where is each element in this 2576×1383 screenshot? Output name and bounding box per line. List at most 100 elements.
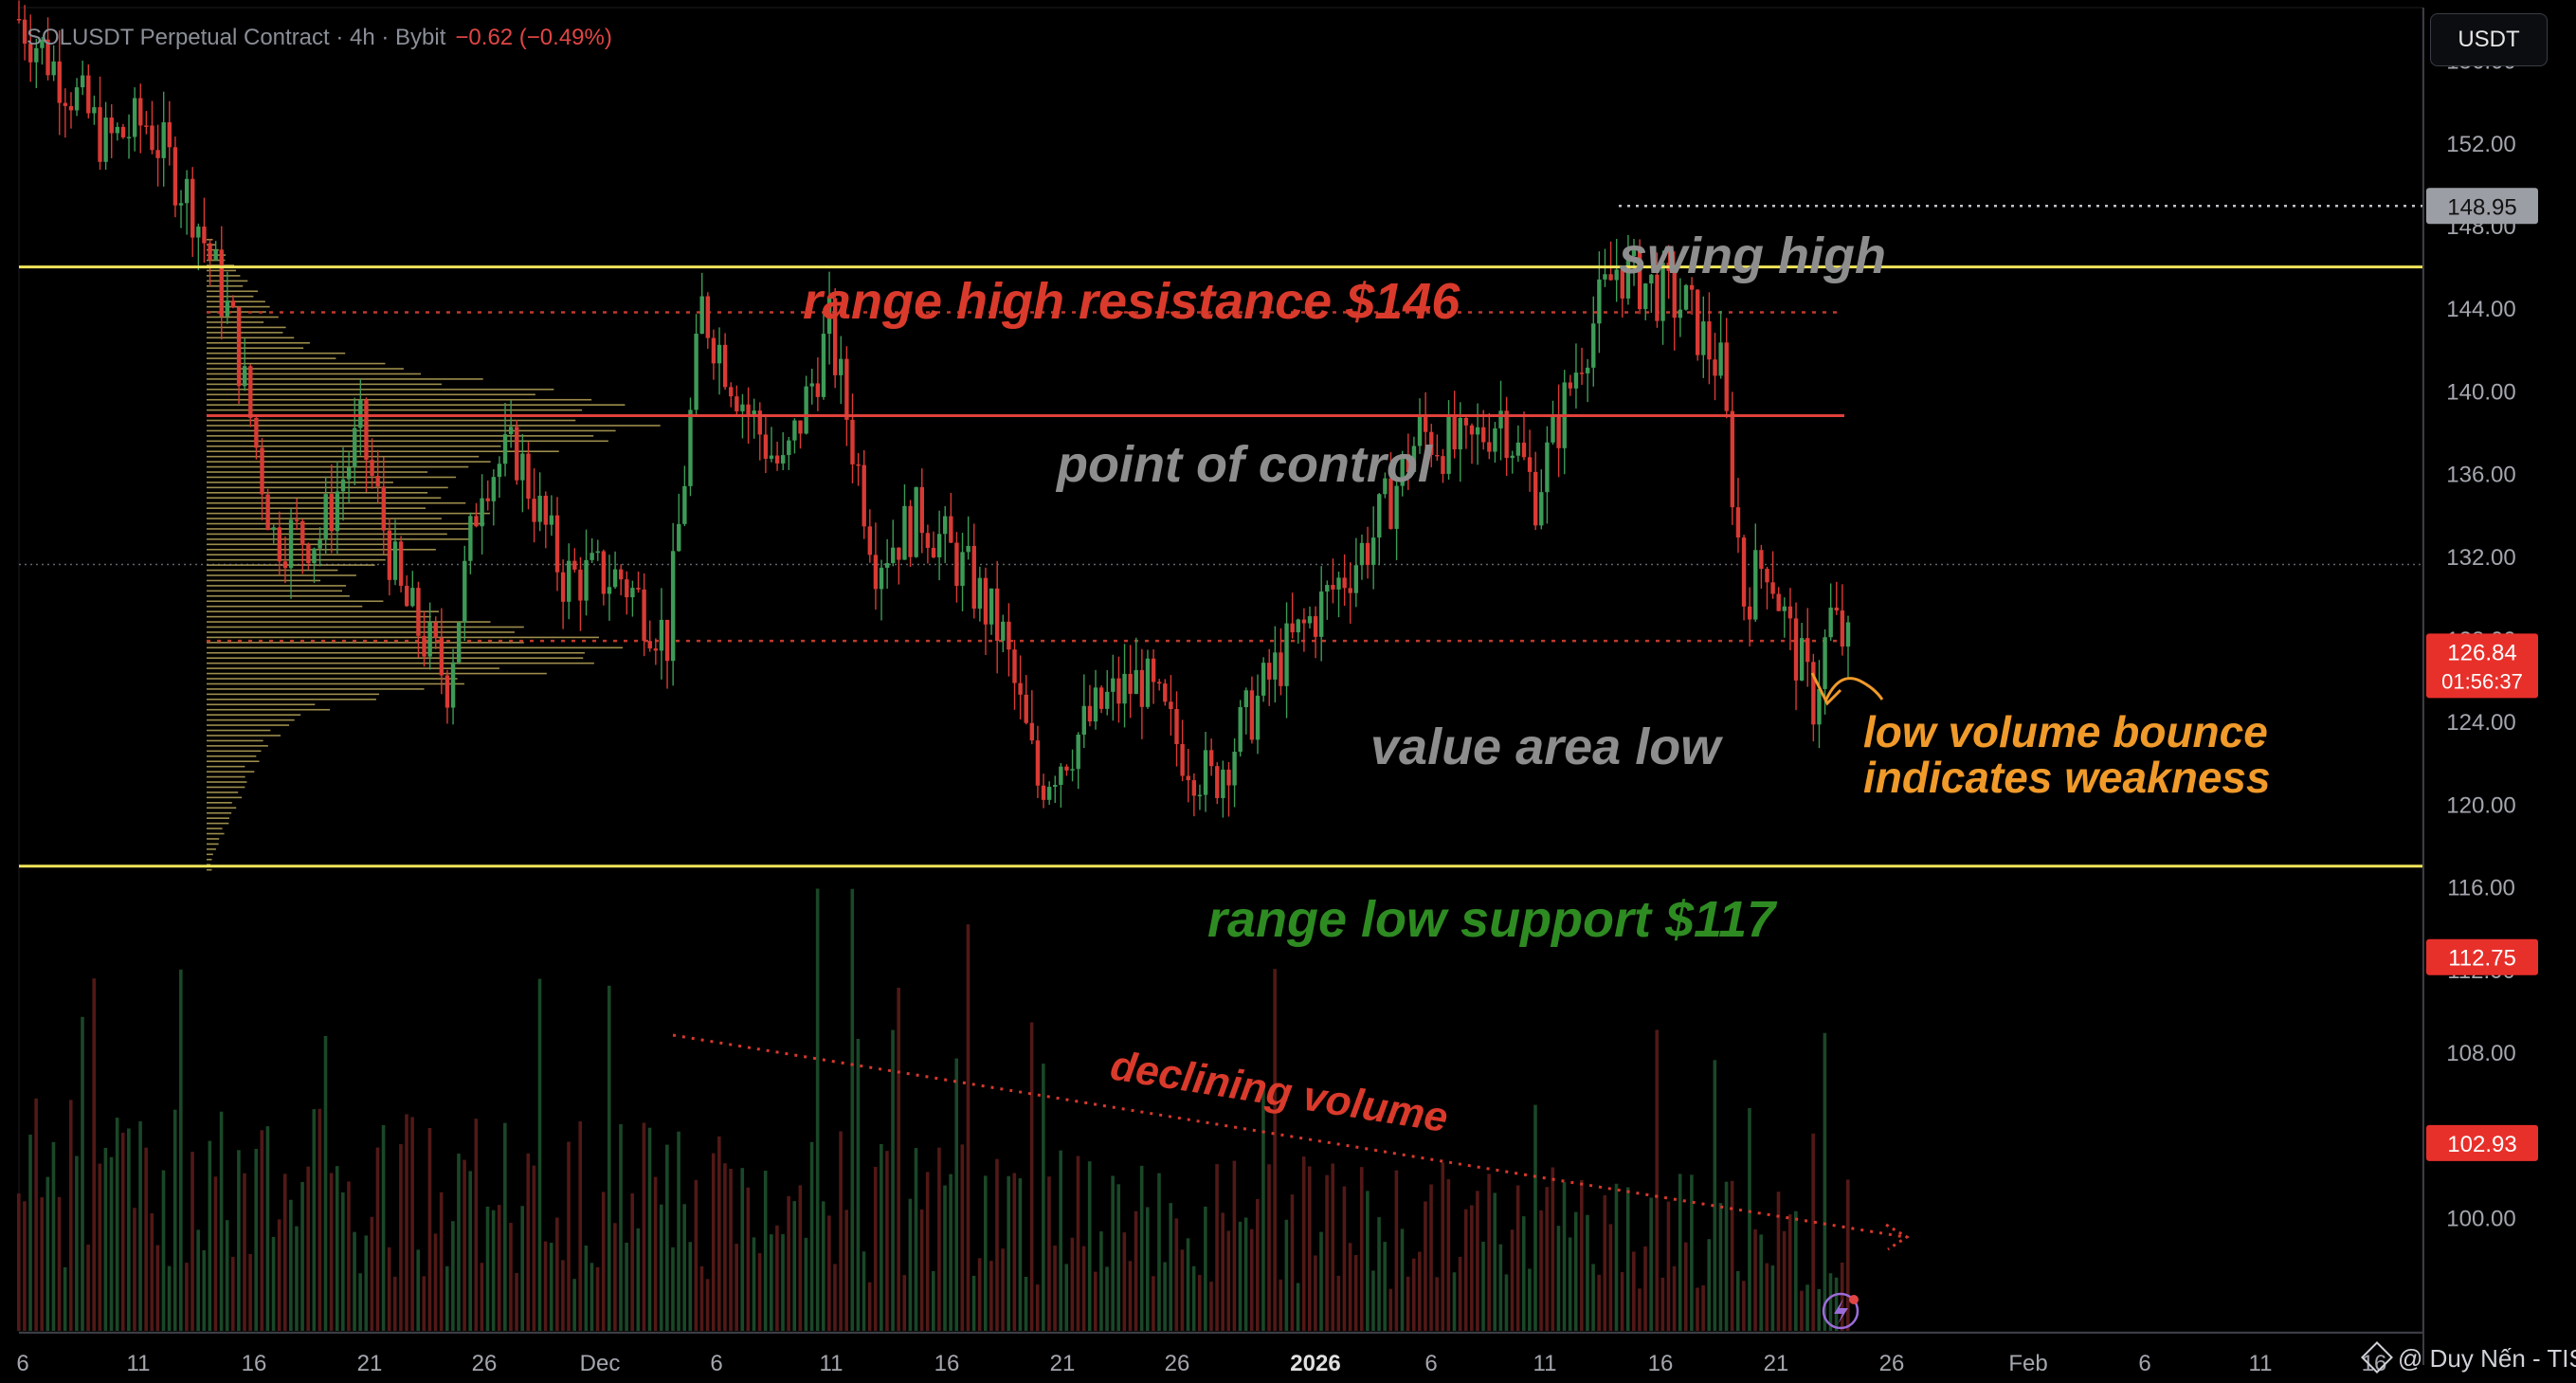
candle-body: [502, 434, 508, 464]
candle-body: [387, 530, 392, 580]
candle-body: [294, 519, 299, 521]
candle: [1493, 422, 1497, 464]
candle: [735, 385, 739, 415]
candle-body: [236, 306, 242, 387]
candle: [862, 449, 866, 539]
candle: [132, 87, 137, 152]
candle-body: [1620, 269, 1625, 299]
volume-bar: [1221, 1212, 1225, 1331]
price-badge-mid-bg: [2426, 938, 2538, 975]
candle-body: [908, 505, 913, 557]
candle: [1718, 310, 1723, 379]
volume-bar: [844, 1210, 848, 1331]
volume-bar: [1510, 1229, 1515, 1331]
profile-bar: [207, 864, 211, 866]
symbol-legend[interactable]: SOLUSDT Perpetual Contract · 4h · Bybit −…: [27, 25, 612, 51]
candle: [884, 538, 890, 590]
candle: [1504, 396, 1509, 476]
candle-body: [184, 178, 190, 204]
volume-bar: [1081, 1246, 1086, 1331]
candle-body: [954, 542, 959, 587]
price-tick-label: 120.00: [2446, 792, 2515, 818]
volume-bar: [705, 1279, 710, 1331]
volume-bar: [1342, 1186, 1347, 1331]
candle: [554, 497, 560, 591]
price-tick-label: 100.00: [2446, 1206, 2515, 1231]
candle: [254, 415, 259, 460]
volume-bar: [966, 924, 971, 1331]
candle-body: [1290, 623, 1295, 633]
candle-body: [1423, 414, 1428, 432]
volume-bar: [254, 1149, 259, 1331]
candle-body: [1776, 593, 1781, 611]
candle-body: [1388, 478, 1393, 529]
candle: [340, 446, 346, 521]
candle-body: [590, 553, 594, 560]
candle-body: [757, 410, 762, 435]
candle: [463, 545, 467, 642]
volume-bar: [248, 1253, 252, 1331]
profile-bar: [207, 858, 212, 861]
candle-body: [1631, 246, 1637, 257]
volume-bar: [1487, 1174, 1491, 1331]
volume-bar: [642, 1122, 646, 1331]
candle: [1226, 761, 1231, 817]
candle: [630, 580, 635, 617]
candle: [1046, 781, 1052, 806]
time-tick-label: 26: [472, 1351, 498, 1376]
volume-bar: [1556, 1226, 1561, 1331]
candle-body: [1411, 446, 1417, 472]
candle: [300, 519, 305, 574]
candle: [260, 438, 264, 521]
volume-bar: [1597, 1274, 1601, 1331]
volume-bar: [1545, 1187, 1550, 1331]
candle: [584, 529, 589, 616]
volume-bar: [1094, 1271, 1098, 1331]
volume-bar: [1301, 1156, 1306, 1331]
volume-bar: [133, 1208, 136, 1331]
profile-bar: [207, 352, 346, 355]
volume-bar: [1111, 1175, 1115, 1331]
candle-body: [1417, 414, 1423, 446]
profile-bar: [207, 569, 338, 572]
candle-body: [1046, 787, 1052, 800]
volume-bar: [1735, 1270, 1740, 1331]
candle-body: [1313, 616, 1318, 637]
currency-unit-button[interactable]: USDT: [2430, 13, 2548, 66]
candle: [1845, 615, 1851, 678]
candle: [977, 566, 983, 622]
profile-bar: [207, 486, 448, 489]
candle: [636, 571, 641, 593]
candle-body: [1678, 309, 1683, 318]
candle: [335, 461, 340, 554]
current-price-bg: [2426, 633, 2538, 699]
candle: [1007, 603, 1011, 677]
candle: [1643, 282, 1648, 320]
volume-bar: [543, 1241, 548, 1331]
candle: [98, 76, 102, 171]
candle-body: [120, 126, 126, 137]
candle: [1696, 289, 1700, 361]
candle: [57, 30, 62, 136]
candle: [1208, 738, 1214, 776]
candle: [1191, 773, 1197, 817]
volume-bar: [370, 1216, 374, 1331]
volume-bar: [1186, 1238, 1190, 1331]
candle: [161, 91, 166, 187]
candle-body: [1573, 373, 1579, 389]
volume-bar: [1776, 1192, 1781, 1331]
candle-body: [1753, 550, 1758, 620]
volume-bar: [410, 1117, 414, 1331]
candle-body: [1151, 658, 1156, 682]
candle-body: [717, 344, 722, 364]
price-tick-label: 136.00: [2446, 463, 2515, 488]
profile-bar: [207, 435, 594, 437]
volume-bar: [1800, 1290, 1804, 1331]
candle: [346, 450, 352, 503]
candle: [1041, 773, 1046, 809]
volume-bar: [1638, 1288, 1642, 1331]
candle-body: [630, 588, 635, 598]
candle-body: [86, 75, 91, 114]
candle: [839, 336, 844, 405]
